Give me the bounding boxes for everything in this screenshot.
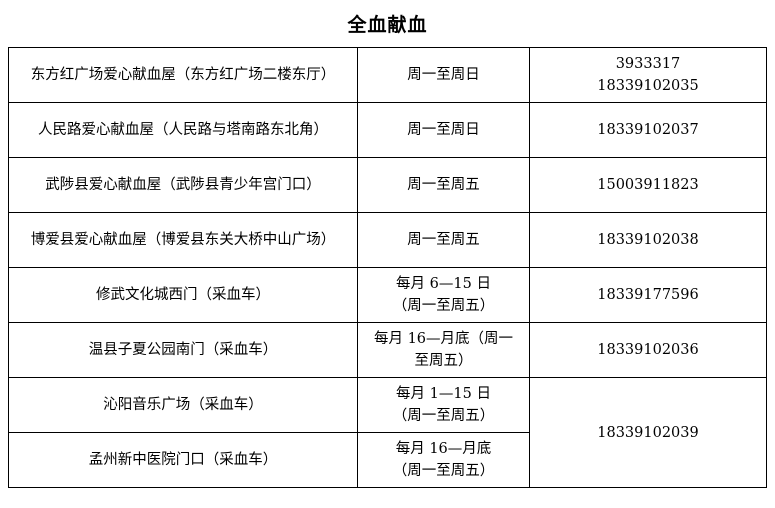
hours-line: 周一至周日: [407, 67, 480, 83]
place-cell: 沁阳音乐广场（采血车）: [8, 377, 358, 433]
place-cell: 人民路爱心献血屋（人民路与塔南路东北角）: [8, 102, 358, 158]
hours-line: （周一至周五）: [392, 408, 495, 424]
hours-cell: 每月 1—15 日 （周一至周五）: [357, 377, 530, 433]
table-row: 武陟县爱心献血屋（武陟县青少年宫门口） 周一至周五 15003911823: [8, 157, 767, 213]
hours-line: 周一至周五: [407, 177, 480, 193]
title: 全血献血: [347, 14, 428, 36]
hours-cell: 周一至周日: [357, 102, 530, 158]
hours-cell: 周一至周五: [357, 212, 530, 268]
table-row: 人民路爱心献血屋（人民路与塔南路东北角） 周一至周日 18339102037: [8, 102, 767, 158]
schedule-table: 东方红广场爱心献血屋（东方红广场二楼东厅） 周一至周日 3933317 1833910…: [8, 47, 767, 488]
phone-line: 18339177596: [597, 287, 699, 303]
phone-cell: 15003911823: [529, 157, 767, 213]
phone-line: 18339102039: [597, 424, 699, 441]
place-cell: 博爱县爱心献血屋（博爱县东关大桥中山广场）: [8, 212, 358, 268]
hours-line: 每月 16—月底（周一: [373, 331, 514, 347]
place-cell: 武陟县爱心献血屋（武陟县青少年宫门口）: [8, 157, 358, 213]
phone-cell: 18339102039: [529, 377, 767, 488]
hours-line: （周一至周五）: [392, 298, 495, 314]
hours-line: 至周五）: [414, 353, 473, 369]
place-cell: 孟州新中医院门口（采血车）: [8, 432, 358, 488]
phone-cell: 3933317 18339102035: [529, 47, 767, 103]
phone-line: 15003911823: [597, 177, 699, 193]
phone-line: 18339102035: [597, 78, 699, 94]
phone-cell: 18339102037: [529, 102, 767, 158]
phone-cell: 18339102036: [529, 322, 767, 378]
hours-cell: 周一至周日: [357, 47, 530, 103]
table-row: 温县子夏公园南门（采血车） 每月 16—月底（周一 至周五） 18339102036: [8, 322, 767, 378]
hours-cell: 周一至周五: [357, 157, 530, 213]
phone-line: 3933317: [615, 56, 681, 72]
phone-line: 18339102038: [597, 232, 699, 248]
hours-line: 每月 1—15 日: [396, 386, 491, 402]
phone-cell: 18339177596: [529, 267, 767, 323]
table-row: 博爱县爱心献血屋（博爱县东关大桥中山广场） 周一至周五 18339102038: [8, 212, 767, 268]
phone-cell: 18339102038: [529, 212, 767, 268]
hours-line: 周一至周五: [407, 232, 480, 248]
table-row: 孟州新中医院门口（采血车） 每月 16—月底 （周一至周五）: [8, 432, 767, 488]
place-cell: 修武文化城西门（采血车）: [8, 267, 358, 323]
hours-line: 每月 6—15 日: [396, 276, 491, 292]
table-body: 东方红广场爱心献血屋（东方红广场二楼东厅） 周一至周日 3933317 1833910…: [8, 47, 767, 488]
hours-cell: 每月 16—月底（周一至周五）: [357, 322, 530, 378]
place-cell: 东方红广场爱心献血屋（东方红广场二楼东厅）: [8, 47, 358, 103]
hours-cell: 每月 6—15 日 （周一至周五）: [357, 267, 530, 323]
hours-cell: 每月 16—月底 （周一至周五）: [357, 432, 530, 488]
table-row: 修武文化城西门（采血车） 每月 6—15 日 （周一至周五） 18339177596: [8, 267, 767, 323]
place-cell: 温县子夏公园南门（采血车）: [8, 322, 358, 378]
hours-line: （周一至周五）: [392, 463, 495, 479]
phone-line: 18339102037: [597, 122, 699, 138]
table-row: 东方红广场爱心献血屋（东方红广场二楼东厅） 周一至周日 3933317 1833910…: [8, 47, 767, 103]
hours-line: 每月 16—月底: [395, 441, 492, 457]
hours-line: 周一至周日: [407, 122, 480, 138]
table-row: 沁阳音乐广场（采血车） 每月 1—15 日 （周一至周五） 18339102039: [8, 377, 767, 488]
phone-line: 18339102036: [597, 342, 699, 358]
